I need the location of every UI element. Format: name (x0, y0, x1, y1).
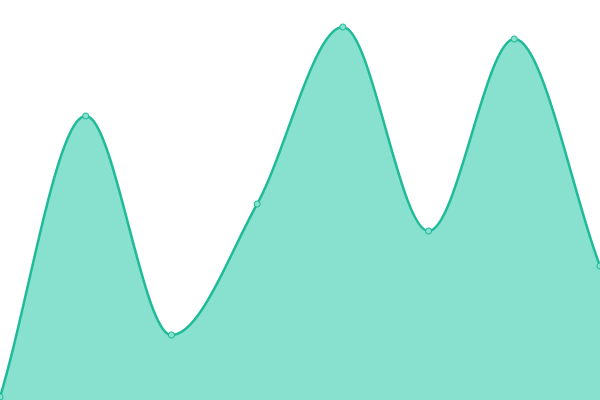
data-point (425, 227, 433, 235)
data-point (510, 35, 518, 43)
data-point (0, 393, 4, 400)
data-point (253, 200, 261, 208)
data-point (596, 262, 600, 270)
data-point (82, 112, 90, 120)
data-point (339, 23, 347, 31)
area-fill (0, 27, 600, 400)
data-point (167, 331, 175, 339)
